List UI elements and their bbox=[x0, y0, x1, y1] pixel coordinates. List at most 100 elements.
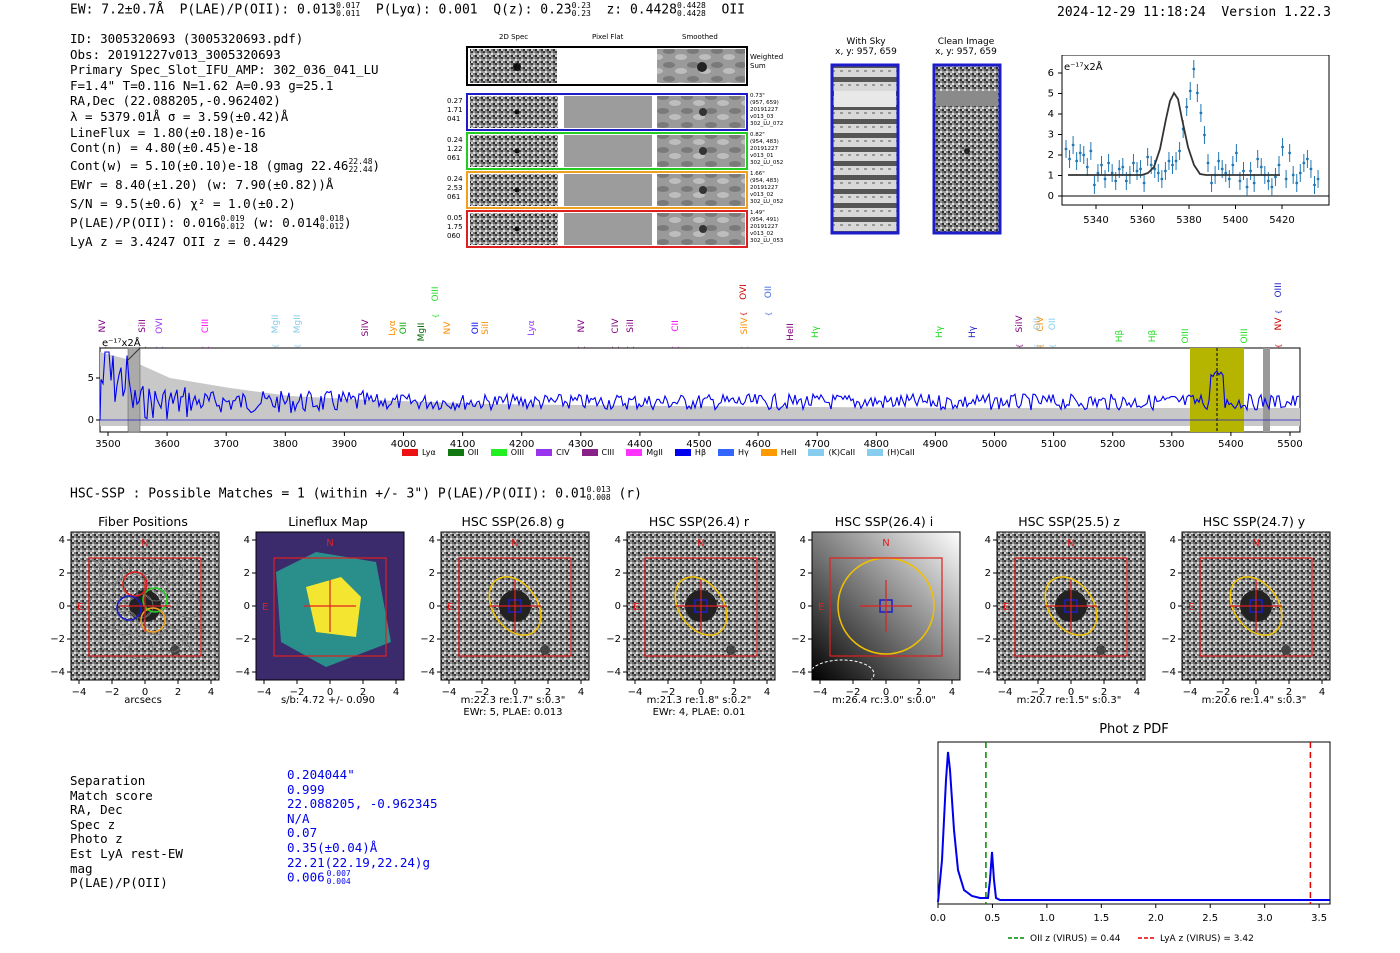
line-fit-point bbox=[1132, 161, 1135, 165]
spectrum-legend-item: MgII bbox=[626, 448, 663, 457]
imaging-xtick-label: 2 bbox=[175, 687, 181, 698]
imaging-ytick-label: 0 bbox=[59, 601, 65, 612]
imaging-xtick-label: 2 bbox=[360, 687, 366, 698]
match-label: P(LAE)/P(OII) bbox=[70, 875, 168, 891]
full-spectrum-plot: NV{SiII{OVI{CIII{MgII{MgII{SiIV{Lyα{OII{… bbox=[88, 282, 1303, 450]
with-sky-title: With Sky x, y: 957, 659 bbox=[830, 37, 902, 57]
spectrum-xtick-label: 4900 bbox=[923, 439, 948, 450]
imaging-ytick-label: −2 bbox=[50, 634, 65, 645]
line-fit-point bbox=[1266, 179, 1270, 183]
cutout-meta-line: v013_03 bbox=[750, 114, 774, 120]
imaging-ytick-label: 4 bbox=[615, 535, 621, 546]
imaging-xtick-label: 0 bbox=[327, 687, 333, 698]
match-value: 0.006 0.007 0.004 bbox=[287, 870, 587, 886]
cutout-meta-line: 302_LU_072 bbox=[750, 121, 784, 127]
line-fit-plot: e⁻¹⁷x2Å 0 1 2 3 4 5 6 5340 5360 5380 5400 5420 bbox=[1048, 55, 1330, 226]
imaging-panel-plot: N E 4 2 0 −2 −4 −4 −2 0 2 4 bbox=[791, 531, 961, 698]
imaging-xtick-label: 4 bbox=[393, 687, 399, 698]
cutout-header: Smoothed bbox=[682, 33, 718, 41]
cutout-meta-line: 0.82" bbox=[750, 132, 765, 138]
sky-images bbox=[830, 63, 1002, 235]
line-fit-point bbox=[1316, 177, 1320, 181]
line-fit-point bbox=[1146, 155, 1150, 159]
east-label: E bbox=[262, 602, 268, 613]
line-fit-axes bbox=[1061, 55, 1330, 206]
spectral-line-label: NV bbox=[98, 319, 108, 333]
imaging-panel-caption: m:20.7 re:1.5" s:0.3" bbox=[994, 695, 1144, 707]
info-plae-sup: 0.019 bbox=[220, 214, 245, 224]
masked-region-2 bbox=[1263, 348, 1270, 432]
header-plya: P(Lyα): 0.001 bbox=[375, 2, 478, 18]
imaging-panel-caption: s/b: 4.72 +/- 0.090 bbox=[253, 695, 403, 707]
imaging-ytick-label: −4 bbox=[791, 667, 806, 678]
spectral-line-brace: { bbox=[1275, 310, 1283, 314]
imaging-xtick-label: −2 bbox=[290, 687, 305, 698]
legend-label: CIV bbox=[556, 448, 570, 457]
info-line: Obs: 20191227v013_3005320693 bbox=[70, 46, 281, 62]
line-fit-point bbox=[1274, 175, 1277, 179]
imaging-xtick-label: −4 bbox=[72, 687, 87, 698]
imaging-xtick-label: −4 bbox=[442, 687, 457, 698]
photz-xtick-label: 2.0 bbox=[1148, 913, 1164, 924]
spectral-line-label: SiIV bbox=[740, 317, 750, 335]
imaging-ytick-label: −4 bbox=[606, 667, 621, 678]
spectrum-legend-item: Hβ bbox=[674, 448, 706, 457]
info-line: RA,Dec (22.088205,-0.962402) bbox=[70, 93, 281, 109]
line-fit-ytick-label: 4 bbox=[1048, 109, 1054, 120]
imaging-xtick-label: −4 bbox=[1183, 687, 1198, 698]
imaging-ytick-label: 4 bbox=[244, 535, 250, 546]
match-label: RA, Dec bbox=[70, 802, 123, 818]
line-fit-point bbox=[1227, 177, 1231, 181]
fiber-circle bbox=[158, 559, 184, 585]
line-fit-point bbox=[1160, 177, 1164, 181]
fiber-circle bbox=[143, 610, 169, 636]
imaging-ytick-label: 2 bbox=[1170, 568, 1176, 579]
cutout-row-images bbox=[466, 171, 748, 209]
cutout-row-meta: 0.82" (954, 483) 20191227 v013_01 302_LU_052 bbox=[750, 132, 783, 167]
legend-swatch bbox=[581, 449, 598, 456]
imaging-panel-title: HSC SSP(26.8) g bbox=[461, 514, 565, 529]
spectral-line-label: MgII bbox=[271, 315, 281, 334]
legend-label: OIII bbox=[510, 448, 525, 457]
header-z-sub: 0.4428 bbox=[676, 9, 706, 18]
imaging-xtick-label: 4 bbox=[208, 687, 214, 698]
cutout-pixel-flat bbox=[564, 135, 652, 167]
fiber-circle bbox=[78, 559, 104, 585]
legend-swatch bbox=[808, 449, 825, 456]
imaging-ytick-label: 0 bbox=[615, 601, 621, 612]
spectral-line-brace: { bbox=[740, 312, 748, 316]
imaging-xtick-label: 2 bbox=[1286, 687, 1292, 698]
imaging-panel-title: HSC SSP(25.5) z bbox=[1018, 514, 1120, 529]
header-z-line: OII bbox=[721, 2, 745, 18]
info-line: Cont(n) = 4.80(±0.45)e-18 bbox=[70, 140, 259, 156]
legend-label: HeII bbox=[780, 448, 797, 457]
line-fit-ytick-label: 3 bbox=[1048, 130, 1054, 141]
imaging-xtick-label: 0 bbox=[883, 687, 889, 698]
cutout-2dspec bbox=[470, 135, 558, 167]
imaging-ytick-label: 0 bbox=[985, 601, 991, 612]
line-fit-point bbox=[1235, 151, 1238, 155]
info-line: ID: 3005320693 (3005320693.pdf) bbox=[70, 31, 304, 46]
imaging-panel: HSC SSP(24.7) y N E 4 2 0 −2 −4 −4 −2 0 2 4 m:20.6 re… bbox=[1159, 512, 1344, 727]
clean-image-title: Clean Image x, y: 957, 659 bbox=[930, 37, 1002, 57]
line-fit-point bbox=[1313, 183, 1316, 187]
spectral-line-label: SiII bbox=[481, 321, 491, 335]
info-contw-text: Cont(w) = 5.10(±0.10)e-18 (gmag 22.46 bbox=[70, 157, 349, 173]
hsc-summary: HSC-SSP : Possible Matches = 1 (within +… bbox=[70, 486, 642, 502]
line-fit-point bbox=[1224, 171, 1228, 175]
hsc-summary-text: HSC-SSP : Possible Matches = 1 (within +… bbox=[70, 486, 587, 502]
spectrum-legend-item: OIII bbox=[490, 448, 525, 457]
line-fit-point bbox=[1117, 167, 1121, 171]
line-fit-point bbox=[1220, 167, 1224, 171]
spectrum-ytick-label: 5 bbox=[88, 373, 94, 384]
line-fit-point bbox=[1185, 105, 1189, 109]
line-fit-point bbox=[1135, 169, 1139, 173]
line-fit-point bbox=[1114, 179, 1118, 183]
cutout-meta-line: 20191227 bbox=[750, 224, 778, 230]
clean-source bbox=[964, 148, 970, 154]
header-version: Version 1.22.3 bbox=[1221, 5, 1331, 20]
line-fit-datapoints bbox=[1064, 60, 1320, 196]
cutout-row-images bbox=[466, 210, 748, 248]
north-label: N bbox=[326, 538, 333, 549]
cutout-smooth-source bbox=[699, 147, 707, 155]
